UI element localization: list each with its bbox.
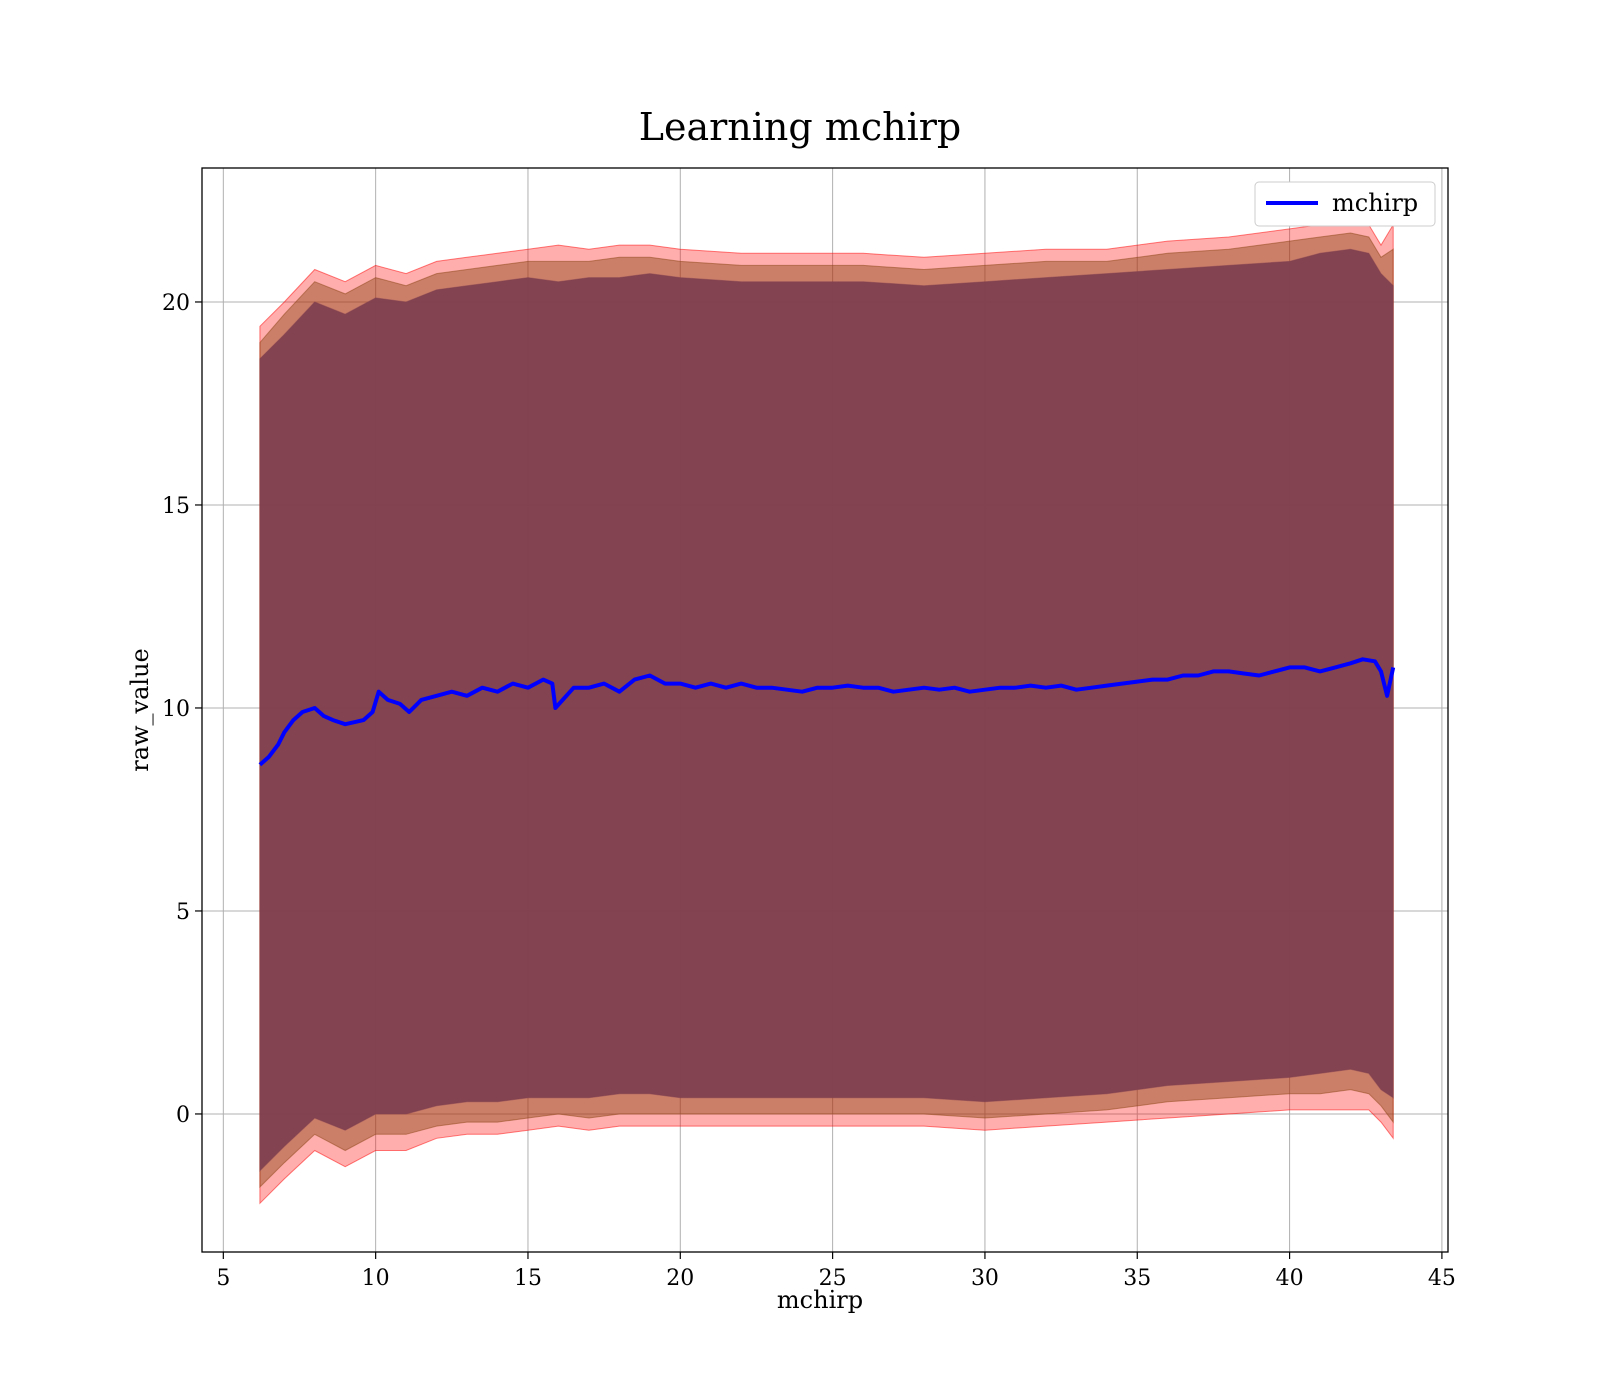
x-axis-ticks: 5 10 15 20 25 30 35 40 45 xyxy=(216,1252,1456,1291)
x-axis-label: mchirp xyxy=(777,1286,863,1314)
x-tick-label: 30 xyxy=(971,1266,999,1291)
x-tick-label: 20 xyxy=(666,1266,694,1291)
series-line-mchirp xyxy=(258,657,1396,767)
x-tick-label: 45 xyxy=(1428,1266,1456,1291)
y-axis-label: raw_value xyxy=(126,648,154,772)
legend-box xyxy=(1254,181,1436,227)
x-tick-label: 35 xyxy=(1123,1266,1151,1291)
y-tick-label: 0 xyxy=(176,1103,190,1128)
y-tick-label: 10 xyxy=(162,697,190,722)
plot-frame xyxy=(201,167,1449,1253)
series-lines xyxy=(258,657,1396,767)
band-inner xyxy=(259,248,1394,1173)
legend: mchirp xyxy=(1254,181,1436,227)
x-tick-label: 15 xyxy=(514,1266,542,1291)
x-tick-label: 25 xyxy=(819,1266,847,1291)
uncertainty-bands xyxy=(259,220,1394,1205)
x-tick-label: 5 xyxy=(216,1266,230,1291)
x-tick-label: 40 xyxy=(1276,1266,1304,1291)
legend-label-mchirp: mchirp xyxy=(1332,189,1418,217)
y-tick-label: 5 xyxy=(176,900,190,925)
y-tick-label: 20 xyxy=(162,291,190,316)
y-tick-label: 15 xyxy=(162,494,190,519)
x-tick-label: 10 xyxy=(362,1266,390,1291)
chart-title: Learning mchirp xyxy=(639,105,961,149)
y-axis-ticks: 0 5 10 15 20 xyxy=(162,291,202,1128)
